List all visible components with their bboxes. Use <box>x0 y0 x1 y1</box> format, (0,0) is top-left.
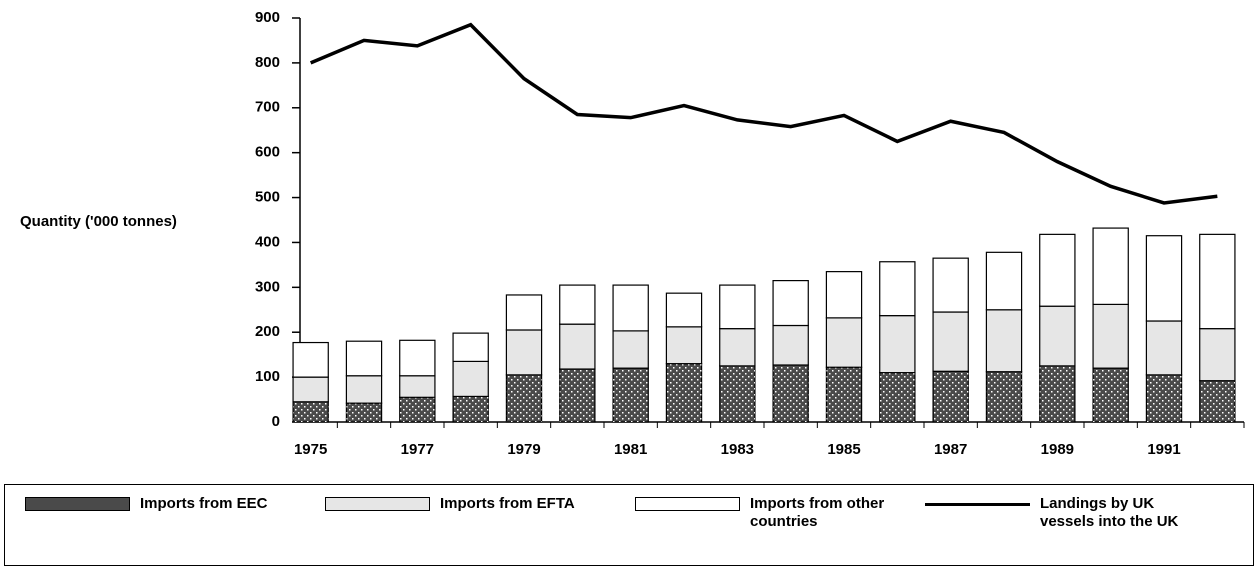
legend-label: Imports from EFTA <box>440 495 575 512</box>
bar-segment <box>1039 233 1076 307</box>
x-tick-label: 1979 <box>507 441 540 458</box>
legend-item: Landings by UK vessels into the UK <box>925 495 1180 531</box>
legend-label: Imports from EEC <box>140 495 268 512</box>
x-tick-label: 1989 <box>1041 441 1074 458</box>
line-series <box>309 22 1218 205</box>
chart: Quantity ('000 tonnes) 0 100 200 300 400 500 6… <box>20 9 1245 458</box>
y-tick-label: 500 <box>255 189 280 206</box>
bar-segment <box>932 311 969 372</box>
bar-texture <box>399 397 435 422</box>
y-tick-label: 600 <box>255 144 280 161</box>
bar-segment <box>665 326 703 365</box>
legend-item: Imports from EEC <box>25 495 280 513</box>
bar-segment <box>399 375 436 398</box>
bar-segment <box>1199 233 1236 330</box>
bar-segment <box>719 284 756 330</box>
y-tick-label: 200 <box>255 323 280 340</box>
legend: Imports from EEC Imports from EFTA Imports… <box>4 484 1254 566</box>
y-tick-label: 0 <box>272 413 280 430</box>
legend-item: Imports from EFTA <box>325 495 580 513</box>
bar-segment <box>345 375 383 404</box>
bar-texture <box>826 367 862 422</box>
bar-segment <box>345 340 383 377</box>
bar-texture <box>1039 365 1075 422</box>
bar-segment <box>1199 328 1236 382</box>
bar-texture <box>453 396 489 422</box>
bar-segment <box>879 315 916 374</box>
bar-segment <box>559 323 596 370</box>
bar-texture <box>559 369 595 422</box>
bar-texture <box>719 365 755 422</box>
bar-texture <box>933 371 969 422</box>
bar-segment <box>879 261 916 317</box>
x-tick-label: 1991 <box>1147 441 1180 458</box>
y-tick-label: 900 <box>255 9 280 26</box>
bar-segment <box>772 324 809 366</box>
bar-texture <box>879 372 915 422</box>
bar-texture <box>293 401 329 422</box>
bar-segment <box>1145 235 1183 322</box>
bar-segment <box>292 341 329 378</box>
legend-item: Imports from other countries <box>635 495 930 531</box>
x-tick-label: 1981 <box>614 441 647 458</box>
bar-texture <box>1199 380 1235 422</box>
bar-texture <box>346 403 382 422</box>
bar-segment <box>985 251 1023 311</box>
bar-texture <box>666 363 702 422</box>
y-tick-label: 400 <box>255 233 280 250</box>
bar-segment <box>452 360 489 398</box>
legend-swatch <box>925 503 1030 506</box>
y-tick-label: 800 <box>255 54 280 71</box>
bar-texture <box>613 368 649 422</box>
bar-segment <box>772 280 809 327</box>
bar-texture <box>1093 368 1129 422</box>
x-tick-label: 1985 <box>827 441 860 458</box>
y-tick-label: 300 <box>255 278 280 295</box>
legend-swatch <box>325 497 430 511</box>
bar-segment <box>1092 303 1129 369</box>
bar-segment <box>612 330 649 369</box>
bar-segment <box>612 284 649 332</box>
y-tick-label: 700 <box>255 99 280 116</box>
legend-swatch <box>635 497 740 511</box>
bar-texture <box>1146 374 1182 422</box>
bar-segment <box>292 376 329 403</box>
y-axis-label: Quantity ('000 tonnes) <box>20 213 177 230</box>
bar-segment <box>825 271 863 319</box>
bar-segment <box>1039 305 1076 367</box>
bar-segment <box>505 294 543 331</box>
bar-segment <box>1092 227 1129 305</box>
legend-label: Imports from other countries <box>750 495 885 530</box>
bar-segment <box>825 317 863 368</box>
x-tick-label: 1987 <box>934 441 967 458</box>
bar-segment <box>452 332 489 362</box>
x-tick-label: 1975 <box>294 441 327 458</box>
x-tick-label: 1977 <box>401 441 434 458</box>
x-tick-label: 1983 <box>721 441 754 458</box>
bar-segment <box>1145 320 1183 376</box>
bar-texture <box>773 364 809 422</box>
bar-texture <box>986 371 1022 422</box>
bar-segment <box>932 257 969 313</box>
bar-segment <box>665 292 703 328</box>
y-tick-label: 100 <box>255 368 280 385</box>
bar-segment <box>985 309 1023 373</box>
bar-segment <box>559 284 596 325</box>
bar-texture <box>506 374 542 422</box>
bar-segment <box>719 328 756 367</box>
bar-segment <box>399 339 436 377</box>
bar-segment <box>505 329 543 376</box>
legend-swatch <box>25 497 130 511</box>
legend-label: Landings by UK vessels into the UK <box>1040 495 1179 530</box>
